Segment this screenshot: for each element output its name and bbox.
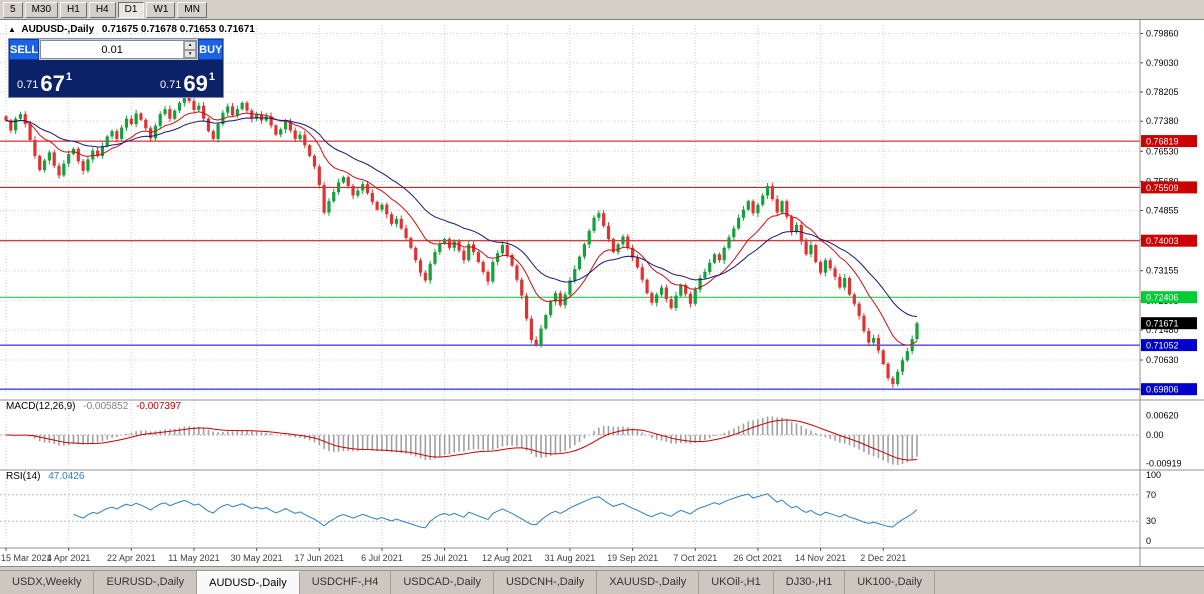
rsi-name: RSI(14) [6, 471, 41, 482]
svg-text:0.00620: 0.00620 [1146, 411, 1179, 421]
macd-pane [0, 416, 1140, 465]
svg-text:4 Apr 2021: 4 Apr 2021 [47, 553, 91, 563]
chart-region: 0.79860 0.79030 0.78205 0.77380 0.76530 0.756… [0, 20, 1204, 566]
svg-text:31 Aug 2021: 31 Aug 2021 [545, 553, 596, 563]
chart-tab-dj30-h1[interactable]: DJ30-,H1 [773, 571, 846, 594]
svg-text:0.78205: 0.78205 [1146, 87, 1179, 97]
rsi-pane [0, 493, 1140, 529]
level-price-labels: 0.76819 0.75509 0.74003 0.72406 0.71052 0.698… [1141, 135, 1197, 396]
one-click-trading-panel: SELL ▲ ▼ BUY 0.71 67 1 0.71 [8, 38, 224, 98]
quote-line: ▲ AUDUSD-,Daily 0.71675 0.71678 0.71653 … [8, 24, 255, 35]
bid-ask-display: 0.71 67 1 0.71 69 1 [9, 60, 223, 97]
chart-tab-usdcad-daily[interactable]: USDCAD-,Daily [391, 571, 494, 594]
timeframe-button-5[interactable]: 5 [3, 1, 23, 18]
svg-text:25 Jul 2021: 25 Jul 2021 [421, 553, 468, 563]
lot-decrement-button[interactable]: ▼ [184, 49, 197, 58]
svg-text:0.69806: 0.69806 [1146, 385, 1179, 395]
chart-tabs-bar: USDX,Weekly EURUSD-,Daily AUDUSD-,Daily USD… [0, 570, 1204, 594]
chart-tab-xauusd-daily[interactable]: XAUUSD-,Daily [597, 571, 700, 594]
timeframe-button-w1[interactable]: W1 [146, 1, 176, 18]
svg-text:22 Apr 2021: 22 Apr 2021 [107, 553, 156, 563]
timeframe-button-h1[interactable]: H1 [60, 1, 87, 18]
chart-tab-eurusd-daily[interactable]: EURUSD-,Daily [94, 571, 198, 594]
svg-text:0.74003: 0.74003 [1146, 236, 1179, 246]
svg-text:0.75680: 0.75680 [1146, 176, 1179, 186]
lot-size-input[interactable] [41, 41, 184, 58]
lot-spinner: ▲ ▼ [183, 41, 197, 58]
svg-text:0.71671: 0.71671 [1146, 319, 1179, 329]
chart-tab-uk100-daily[interactable]: UK100-,Daily [845, 571, 936, 594]
buy-price-prefix: 0.71 [159, 79, 182, 91]
rsi-indicator-label: RSI(14) 47.0426 [6, 471, 84, 482]
chart-tab-usdcnh-daily[interactable]: USDCNH-,Daily [493, 571, 598, 594]
svg-text:15 Mar 2021: 15 Mar 2021 [1, 553, 52, 563]
rsi-value: 47.0426 [48, 471, 85, 482]
sell-price: 0.71 67 1 [17, 71, 73, 96]
svg-text:0: 0 [1146, 536, 1151, 546]
buy-price-pip: 1 [208, 71, 215, 83]
trade-controls-row: SELL ▲ ▼ BUY [9, 39, 224, 60]
svg-text:0.71480: 0.71480 [1146, 325, 1179, 335]
timeframe-button-h4[interactable]: H4 [88, 1, 116, 18]
svg-text:11 May 2021: 11 May 2021 [168, 553, 219, 563]
svg-text:2 Dec 2021: 2 Dec 2021 [860, 553, 906, 563]
ohlc-values: 0.71675 0.71678 0.71653 0.71671 [101, 24, 255, 35]
svg-text:30 May 2021: 30 May 2021 [231, 553, 283, 563]
svg-text:-0.00919: -0.00919 [1146, 459, 1182, 469]
svg-text:0.75509: 0.75509 [1146, 183, 1179, 193]
status-strip [0, 566, 1204, 570]
sell-price-pip: 1 [65, 71, 73, 83]
svg-text:0.00: 0.00 [1146, 430, 1164, 440]
panel-separators [0, 20, 1204, 566]
svg-text:6 Jul 2021: 6 Jul 2021 [361, 553, 403, 563]
macd-signal-value: -0.007397 [136, 401, 182, 412]
chart-tab-usdx-weekly[interactable]: USDX,Weekly [0, 571, 95, 594]
chart-tab-ukoil-h1[interactable]: UKOil-,H1 [699, 571, 774, 594]
lot-size-box: ▲ ▼ [40, 40, 198, 59]
sell-price-prefix: 0.71 [17, 79, 39, 91]
svg-text:100: 100 [1146, 470, 1161, 480]
macd-indicator-label: MACD(12,26,9) -0.005852 -0.007397 [6, 401, 181, 412]
chart-tab-usdchf-h4[interactable]: USDCHF-,H4 [299, 571, 392, 594]
svg-text:0.70630: 0.70630 [1146, 355, 1179, 365]
svg-text:0.77380: 0.77380 [1146, 116, 1179, 126]
chart-tab-audusd-daily[interactable]: AUDUSD-,Daily [197, 571, 300, 594]
svg-text:26 Oct 2021: 26 Oct 2021 [733, 553, 782, 563]
svg-text:19 Sep 2021: 19 Sep 2021 [607, 553, 658, 563]
svg-text:17 Jun 2021: 17 Jun 2021 [295, 553, 345, 563]
sell-button[interactable]: SELL [9, 39, 40, 60]
collapse-quote-icon[interactable]: ▲ [8, 25, 16, 34]
svg-text:12 Aug 2021: 12 Aug 2021 [482, 553, 533, 563]
svg-text:14 Nov 2021: 14 Nov 2021 [795, 553, 846, 563]
svg-text:0.73155: 0.73155 [1146, 266, 1179, 276]
sell-price-digits: 67 [40, 71, 65, 96]
moving-averages [5, 111, 918, 346]
svg-text:0.74855: 0.74855 [1146, 206, 1179, 216]
timeframe-button-m30[interactable]: M30 [24, 1, 59, 18]
buy-button[interactable]: BUY [198, 39, 224, 60]
price-chart-canvas[interactable]: 0.79860 0.79030 0.78205 0.77380 0.76530 0.756… [0, 20, 1204, 566]
svg-text:0.76819: 0.76819 [1146, 137, 1179, 147]
timeframe-button-d1[interactable]: D1 [117, 1, 145, 18]
svg-text:7 Oct 2021: 7 Oct 2021 [673, 553, 717, 563]
timeframe-toolbar: 5 M30 H1 H4 D1 W1 MN [0, 0, 1204, 20]
chart-symbol-label: AUDUSD-,Daily [21, 24, 95, 35]
svg-text:0.72406: 0.72406 [1146, 293, 1179, 303]
svg-text:0.79030: 0.79030 [1146, 58, 1179, 68]
svg-text:0.71052: 0.71052 [1146, 341, 1179, 351]
lot-increment-button[interactable]: ▲ [184, 41, 197, 50]
svg-text:30: 30 [1146, 516, 1156, 526]
svg-text:0.79860: 0.79860 [1146, 28, 1179, 38]
candles [4, 92, 919, 388]
timeframe-button-mn[interactable]: MN [177, 1, 207, 18]
svg-text:0.76530: 0.76530 [1146, 146, 1179, 156]
buy-price-digits: 69 [183, 71, 208, 96]
macd-main-value: -0.005852 [83, 401, 129, 412]
svg-text:70: 70 [1146, 490, 1156, 500]
buy-price: 0.71 69 1 [159, 71, 215, 96]
macd-name: MACD(12,26,9) [6, 401, 76, 412]
